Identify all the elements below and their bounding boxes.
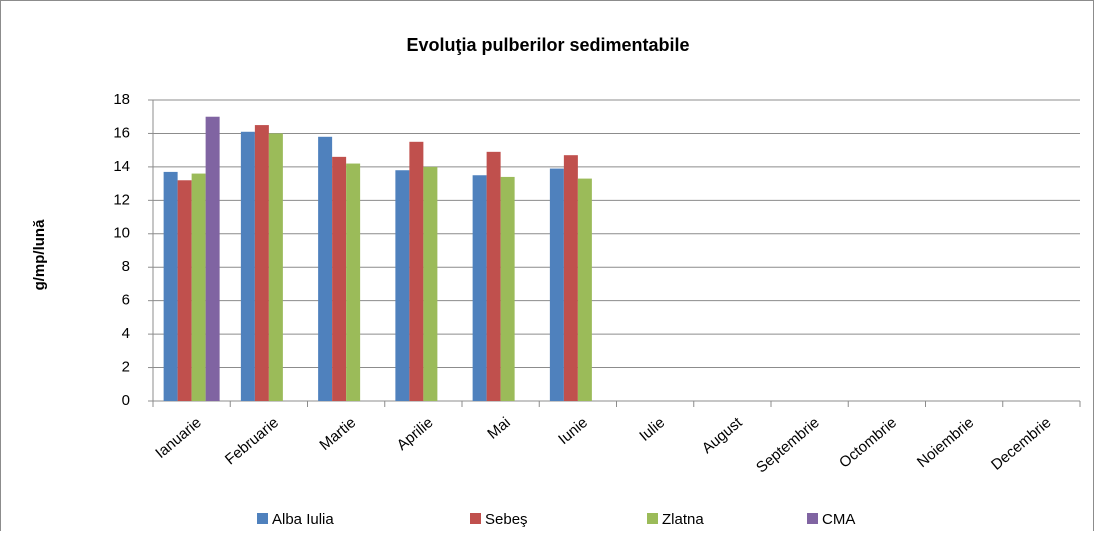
- y-tick-label: 6: [122, 292, 130, 309]
- bar: [191, 173, 206, 401]
- y-tick-label: 14: [113, 158, 130, 175]
- legend-label: Alba Iulia: [272, 511, 334, 528]
- legend-label: Zlatna: [662, 511, 704, 528]
- bar: [409, 141, 424, 402]
- bar: [318, 136, 333, 402]
- bar: [254, 125, 269, 401]
- legend-swatch: [470, 513, 481, 524]
- bar: [205, 116, 220, 401]
- bar: [346, 163, 361, 401]
- bar: [472, 175, 487, 401]
- bar: [577, 178, 592, 401]
- bar: [549, 168, 564, 401]
- legend-swatch: [257, 513, 268, 524]
- bar: [486, 151, 501, 401]
- y-tick-label: 8: [122, 258, 130, 275]
- legend-swatch: [647, 513, 658, 524]
- chart-title: Evoluţia pulberilor sedimentabile: [406, 35, 689, 55]
- y-axis-label: g/mp/lună: [31, 219, 48, 290]
- bar: [177, 180, 192, 401]
- y-tick-label: 12: [113, 191, 130, 208]
- y-tick-label: 2: [122, 359, 130, 376]
- y-tick-label: 0: [122, 392, 130, 409]
- bar: [268, 133, 283, 401]
- bar: [395, 170, 410, 401]
- legend-label: CMA: [822, 511, 855, 528]
- bar: [163, 171, 178, 401]
- bar: [563, 155, 578, 401]
- y-tick-label: 16: [113, 124, 130, 141]
- legend-label: Sebeş: [485, 511, 528, 528]
- y-tick-label: 4: [122, 325, 130, 342]
- bar: [240, 131, 255, 401]
- y-tick-label: 18: [113, 91, 130, 108]
- bar: [423, 166, 438, 401]
- y-tick-label: 10: [113, 225, 130, 242]
- bar: [332, 156, 347, 401]
- legend-swatch: [807, 513, 818, 524]
- bar: [500, 176, 515, 401]
